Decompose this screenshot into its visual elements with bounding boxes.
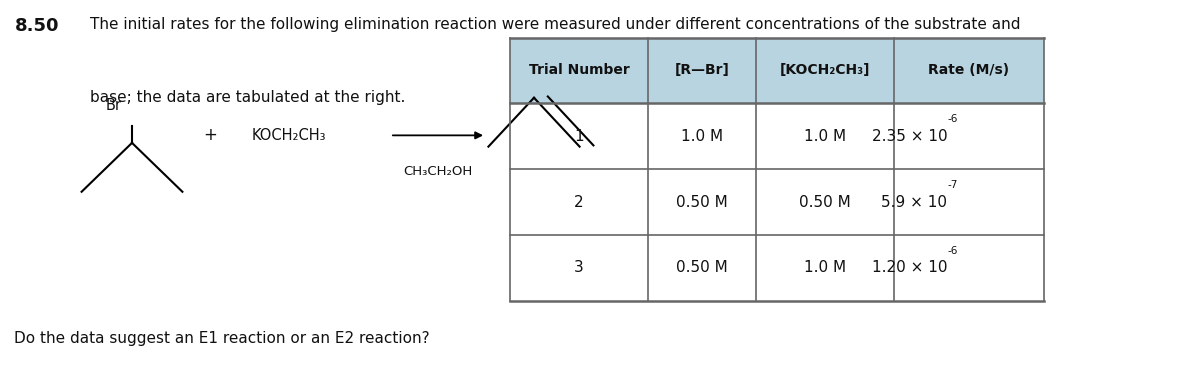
Text: 2: 2 xyxy=(574,195,584,209)
Text: +: + xyxy=(203,126,217,144)
Text: 1.20 × 10: 1.20 × 10 xyxy=(872,261,948,275)
Text: 8.50: 8.50 xyxy=(14,17,59,35)
Text: KOCH₂CH₃: KOCH₂CH₃ xyxy=(252,128,326,143)
Text: Trial Number: Trial Number xyxy=(529,64,629,77)
Text: 1.0 M: 1.0 M xyxy=(804,261,846,275)
Bar xyxy=(510,38,1044,103)
Text: base; the data are tabulated at the right.: base; the data are tabulated at the righ… xyxy=(90,90,406,105)
Text: 2.35 × 10: 2.35 × 10 xyxy=(871,129,948,144)
Text: [R—Br]: [R—Br] xyxy=(674,64,730,77)
Text: 0.50 M: 0.50 M xyxy=(676,261,728,275)
Bar xyxy=(510,235,1044,301)
Text: 1.0 M: 1.0 M xyxy=(680,129,724,144)
Text: -7: -7 xyxy=(948,180,958,190)
Text: -6: -6 xyxy=(948,114,958,124)
Text: [KOCH₂CH₃]: [KOCH₂CH₃] xyxy=(780,64,870,77)
Text: 3: 3 xyxy=(574,261,584,275)
Text: 1.0 M: 1.0 M xyxy=(804,129,846,144)
Bar xyxy=(510,169,1044,235)
Text: Br: Br xyxy=(106,98,121,113)
Text: 0.50 M: 0.50 M xyxy=(799,195,851,209)
Text: 5.9 × 10: 5.9 × 10 xyxy=(881,195,948,209)
Text: Do the data suggest an E1 reaction or an E2 reaction?: Do the data suggest an E1 reaction or an… xyxy=(14,331,430,346)
Text: Rate (M/s): Rate (M/s) xyxy=(929,64,1009,77)
Bar xyxy=(510,103,1044,169)
Text: CH₃CH₂OH: CH₃CH₂OH xyxy=(403,165,473,179)
Text: 0.50 M: 0.50 M xyxy=(676,195,728,209)
Text: -6: -6 xyxy=(948,246,958,256)
Text: 1: 1 xyxy=(574,129,584,144)
Text: The initial rates for the following elimination reaction were measured under dif: The initial rates for the following elim… xyxy=(90,17,1020,32)
